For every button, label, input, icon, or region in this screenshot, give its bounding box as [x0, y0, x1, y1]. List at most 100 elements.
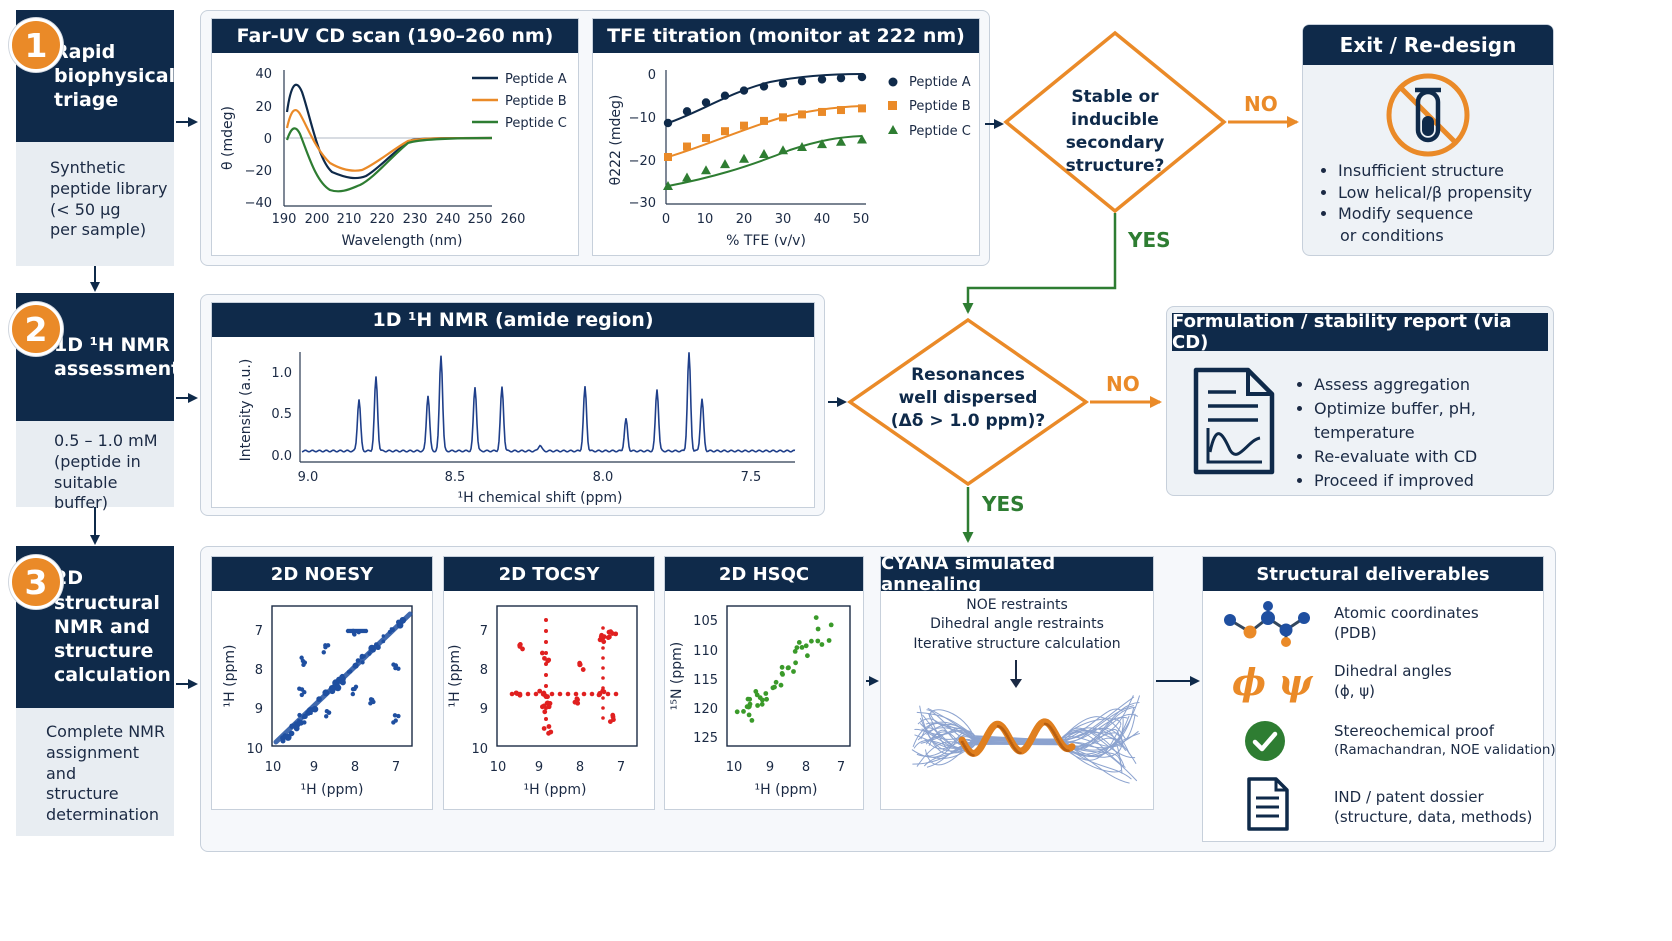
tfe-point-a: [817, 75, 827, 84]
phi-psi-icon: ϕ ψ: [1232, 662, 1313, 704]
exit-redesign-title: Exit / Re-design: [1303, 25, 1553, 65]
stage-3-number-badge: 3: [9, 555, 63, 609]
cd-y-label: θ (mdeg): [220, 106, 236, 170]
tfe-point-a: [778, 79, 788, 88]
cd-legend: Peptide A Peptide B Peptide C: [472, 72, 567, 131]
tocsy-x-ticks: 10 9 8 7: [490, 760, 625, 775]
formulation-bullet: Assess aggregation: [1314, 373, 1552, 397]
tocsy-chart: 7 8 9 10 10 9 8 7 ¹H (ppm) ¹H (ppm): [447, 605, 638, 798]
deliverable-line: IND / patent dossier: [1334, 788, 1484, 806]
tfe-point-b: [818, 107, 826, 116]
hsqc-x-label: ¹H (ppm): [755, 782, 818, 798]
stage-1-title-line: triage: [54, 89, 119, 112]
decision-2-line: Resonances: [911, 365, 1025, 385]
noesy-x-label: ¹H (ppm): [301, 782, 364, 798]
noesy-y-ticks: 7 8 9 10: [246, 624, 263, 757]
stage-3-desc-line: assignment and: [46, 742, 140, 783]
stage-2-desc-line: 0.5 – 1.0 mM: [54, 431, 158, 450]
decision-2-line: (Δδ > 1.0 ppm)?: [890, 411, 1046, 432]
tfe-point-c: [759, 149, 769, 159]
nmr-1d-chart: 1.0 0.5 0.0 9.0 8.5 8.0 7.5 ¹H chemical …: [238, 352, 796, 506]
formulation-bullet: Re-evaluate with CD: [1314, 445, 1552, 469]
cd-curve-peptide-b: [285, 109, 493, 172]
tfe-ytick: −30: [629, 196, 656, 211]
stage-3-desc-line: Complete NMR: [46, 722, 166, 741]
exit-redesign-bullets: Insufficient structure Low helical/β pro…: [1318, 160, 1552, 246]
tfe-point-c: [836, 136, 846, 146]
nmr-1d-xtick: 9.0: [298, 470, 319, 485]
tfe-point-a: [701, 98, 711, 107]
deliverable-line: Atomic coordinates: [1334, 604, 1479, 622]
nmr-1d-spectrum: [301, 352, 796, 453]
tocsy-xtick: 10: [490, 760, 507, 775]
tfe-legend-c: Peptide C: [909, 124, 971, 139]
tfe-ytick: −20: [629, 154, 656, 169]
cd-ytick: 0: [264, 132, 272, 147]
cd-ytick: −40: [245, 196, 272, 211]
tfe-point-a: [857, 72, 867, 82]
tocsy-y-ticks: 7 8 9 10: [471, 624, 488, 757]
stage-2-title-line: assessment: [54, 358, 181, 380]
stage-1-desc-line: per sample): [50, 220, 147, 240]
deliverable-stereochem: Stereochemical proof (Ramachandran, NOE …: [1334, 722, 1556, 759]
tfe-ytick: −10: [629, 111, 656, 126]
deliverables-title: Structural deliverables: [1203, 557, 1543, 591]
tfe-titration-card: TFE titration (monitor at 222 nm): [592, 18, 980, 256]
cd-curve-peptide-c: [285, 127, 493, 193]
hsqc-xtick: 8: [802, 760, 810, 775]
tfe-point-c: [817, 139, 827, 149]
noesy-x-ticks: 10 9 8 7: [265, 760, 400, 775]
tfe-point-c: [857, 134, 867, 144]
tfe-ytick: 0: [648, 68, 656, 83]
tfe-titration-title: TFE titration (monitor at 222 nm): [593, 19, 979, 53]
tfe-curve-peptide-a: [667, 73, 863, 124]
stage-1-description: Synthetic peptide library (< 50 µg per s…: [16, 142, 174, 266]
tfe-point-b: [702, 134, 710, 143]
tocsy-frame: [496, 605, 638, 747]
nmr-1d-y-ticks: 1.0 0.5 0.0: [271, 366, 292, 464]
cd-xtick: 190: [272, 212, 297, 227]
decision-1-text: Stable or inducible secondary structure?: [1023, 86, 1207, 178]
nmr-1d-card: 1D ¹H NMR (amide region): [211, 302, 815, 508]
tfe-point-b: [740, 121, 748, 130]
tfe-point-a: [759, 82, 769, 91]
tfe-point-a: [720, 91, 730, 100]
cd-xtick: 250: [468, 212, 493, 227]
cd-ytick: 40: [255, 67, 272, 82]
helix-ribbon-shade: [960, 722, 1070, 757]
cd-xtick: 230: [403, 212, 428, 227]
noesy-ytick: 10: [246, 742, 263, 757]
exit-bullet: Insufficient structure: [1338, 160, 1552, 182]
nmr-1d-ytick: 0.0: [271, 449, 292, 464]
nmr-1d-xtick: 8.5: [445, 470, 466, 485]
nmr-1d-ytick: 1.0: [271, 366, 292, 381]
tocsy-title: 2D TOCSY: [444, 557, 654, 591]
deliverable-line: Dihedral angles: [1334, 662, 1452, 680]
nmr-1d-xtick: 7.5: [741, 470, 762, 485]
hsqc-ytick: 115: [693, 673, 718, 688]
stage-3-title-line: calculation: [54, 664, 171, 687]
deliverable-dihedral: Dihedral angles (ϕ, ψ): [1334, 662, 1452, 701]
tfe-xtick: 0: [662, 212, 670, 227]
stage-3-title-line: NMR and: [54, 615, 151, 638]
formulation-bullet: Proceed if improved: [1314, 469, 1552, 493]
decision-1-diamond: [1003, 30, 1227, 214]
tfe-point-a: [797, 77, 807, 86]
tocsy-x-label: ¹H (ppm): [524, 782, 587, 798]
deliverable-coordinates: Atomic coordinates (PDB): [1334, 604, 1479, 643]
stage-3-description: Complete NMR assignment and structure de…: [16, 708, 174, 836]
tfe-x-label: % TFE (v/v): [726, 233, 806, 249]
tocsy-xtick: 8: [576, 760, 584, 775]
decision-2-text: Resonances well dispersed (Δδ > 1.0 ppm)…: [878, 364, 1058, 433]
tfe-point-c: [797, 141, 807, 151]
hsqc-frame: [726, 605, 851, 747]
decision-1-line: inducible secondary: [1065, 110, 1165, 154]
stage-1-desc-line: (< 50 µg: [50, 199, 121, 219]
nmr-1d-x-label: ¹H chemical shift (ppm): [458, 490, 623, 506]
tocsy-ytick: 7: [480, 624, 488, 639]
tfe-point-b: [683, 142, 691, 151]
tfe-point-c: [682, 172, 692, 182]
tfe-point-a: [739, 86, 749, 95]
decision-2-line: well dispersed: [898, 388, 1038, 409]
